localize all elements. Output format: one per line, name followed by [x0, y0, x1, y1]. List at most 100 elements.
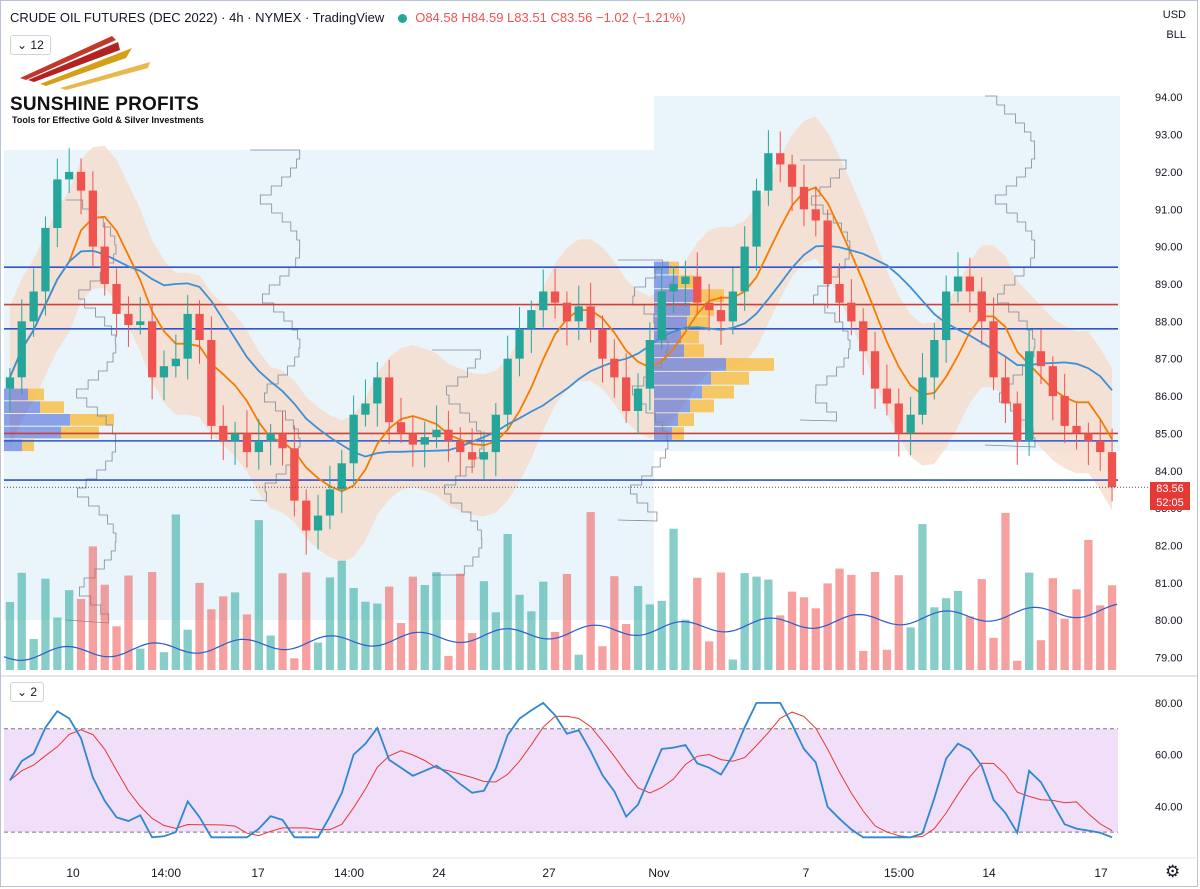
candle-body — [728, 291, 737, 322]
candle-body — [100, 246, 109, 284]
open-value: O84.58 — [415, 10, 458, 25]
candle-body — [882, 388, 892, 404]
price-tick-label: 84.00 — [1155, 466, 1183, 478]
price-tick-label: 82.00 — [1155, 541, 1183, 553]
volume-bar — [408, 576, 417, 670]
candle-body — [266, 433, 275, 441]
rsi-tick-label: 40.00 — [1155, 801, 1183, 813]
candle-body — [953, 276, 963, 292]
time-tick-label: 17 — [251, 866, 265, 880]
volume-bar — [1107, 585, 1117, 670]
volume-bar — [787, 591, 797, 670]
profile-bar — [654, 344, 684, 358]
low-value: L83.51 — [507, 10, 547, 25]
candle-body — [918, 377, 927, 415]
candle-body — [669, 284, 678, 292]
volume-ma-line — [3, 603, 1118, 661]
volume-bar — [847, 574, 856, 670]
volume-bar — [776, 615, 785, 670]
volume-bar — [325, 577, 335, 670]
unit-label[interactable]: BLL — [1166, 29, 1186, 41]
volume-bar — [432, 572, 441, 670]
volume-bar — [550, 632, 560, 670]
profile-bar — [70, 414, 114, 426]
price-tick-label: 92.00 — [1155, 167, 1183, 179]
candle-body — [930, 340, 939, 378]
time-tick-label: 17 — [1094, 866, 1108, 880]
profile-bar — [654, 413, 678, 427]
candle-body — [313, 515, 323, 531]
candle-body — [1001, 377, 1010, 404]
indicators-toggle-main[interactable]: ⌄ 12 — [10, 35, 51, 55]
candle-body — [444, 429, 453, 441]
volume-bar — [100, 584, 109, 670]
time-tick-label: 24 — [432, 866, 446, 880]
candle-body — [977, 291, 986, 322]
symbol-title[interactable]: CRUDE OIL FUTURES (DEC 2022) · 4h · NYME… — [10, 10, 385, 25]
moving-averages — [9, 186, 1113, 493]
candle-body — [278, 433, 287, 449]
candle-body — [598, 328, 607, 359]
volume-bar — [870, 572, 880, 670]
volume-bar — [230, 592, 240, 670]
candle-body — [88, 190, 97, 247]
candle-body — [965, 276, 974, 292]
volume-bar — [349, 588, 358, 670]
volume-bar — [1001, 512, 1010, 670]
profile-bar — [654, 358, 726, 371]
volume-bar — [337, 560, 346, 670]
currency-label[interactable]: USD — [1162, 9, 1186, 21]
gear-icon[interactable]: ⚙ — [1165, 862, 1181, 881]
candle-body — [657, 291, 666, 341]
candle-body — [349, 414, 358, 464]
candle-body — [693, 276, 702, 303]
bollinger-band — [9, 116, 1113, 563]
volume-bar — [728, 659, 737, 670]
candle-body — [716, 310, 726, 322]
candle-body — [633, 388, 643, 411]
candle-body — [764, 153, 773, 191]
countdown-badge: 52:05 — [1150, 496, 1190, 510]
volume-bar — [302, 572, 311, 670]
volume-bar — [610, 576, 619, 670]
candle-body — [195, 313, 204, 340]
candle-body — [811, 209, 820, 221]
candle-body — [302, 500, 311, 531]
candle-body — [870, 351, 880, 389]
candle-body — [408, 433, 417, 445]
candle-body — [432, 429, 441, 438]
volume-bar — [669, 528, 678, 670]
candle-body — [136, 321, 145, 325]
price-tick-label: 90.00 — [1155, 242, 1183, 254]
volume-bar — [930, 607, 939, 670]
profile-bar — [22, 439, 34, 452]
candle-body — [1072, 425, 1081, 434]
volume-bar — [53, 617, 62, 670]
volume-bar — [76, 599, 86, 670]
volume-bar — [159, 652, 169, 670]
candle-body — [53, 179, 62, 228]
logo-graphic — [20, 36, 150, 90]
candle-body — [112, 284, 121, 314]
volume-bar — [1036, 640, 1046, 670]
profile-bar — [4, 414, 70, 426]
volume-bar — [1048, 578, 1057, 670]
indicators-toggle-rsi[interactable]: ⌄ 2 — [10, 682, 45, 702]
profile-bar — [654, 371, 711, 385]
time-tick-label: 10 — [66, 866, 80, 880]
volume-bar — [942, 598, 951, 670]
volume-bars — [3, 512, 1118, 670]
candle-body — [65, 171, 74, 180]
time-tick-label: Nov — [648, 866, 669, 880]
volume-bar — [906, 627, 915, 670]
profile-bar — [4, 439, 22, 452]
volume-bar — [219, 596, 228, 670]
time-tick-label: 14 — [982, 866, 996, 880]
candle-body — [219, 425, 228, 441]
volume-bar — [17, 572, 26, 670]
chevron-down-icon: ⌄ — [17, 685, 28, 699]
price-tick-label: 86.00 — [1155, 391, 1183, 403]
volume-bar — [112, 626, 121, 670]
volume-bar — [716, 572, 726, 670]
